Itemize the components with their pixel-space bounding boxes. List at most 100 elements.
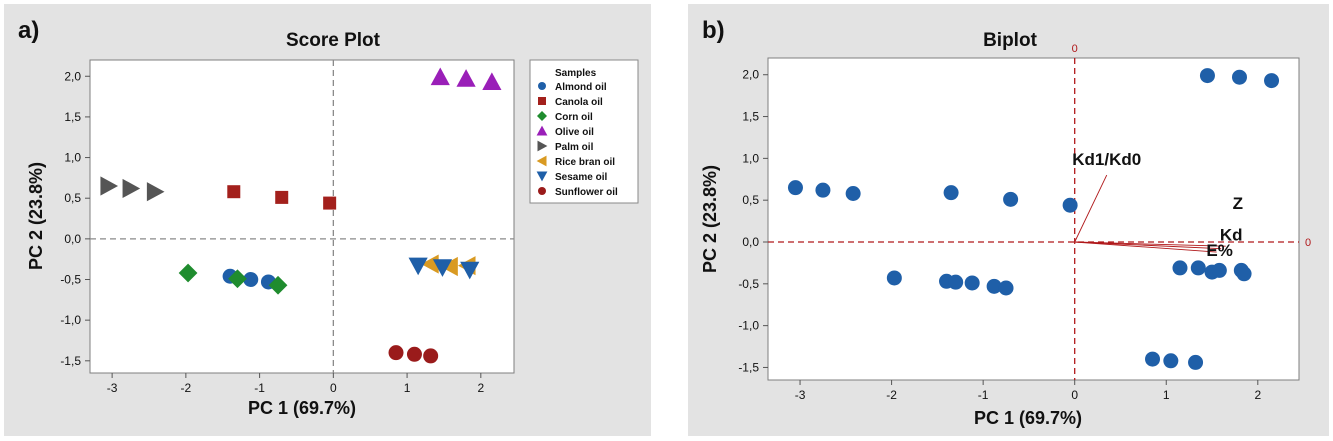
- legend-title: Samples: [555, 68, 597, 79]
- biplot-point: [1145, 351, 1161, 367]
- legend-entry-label: Canola oil: [555, 97, 603, 108]
- biplot-point: [1062, 197, 1078, 213]
- y-tick-label: 1,5: [64, 110, 81, 124]
- biplot-point: [964, 275, 980, 291]
- legend-marker: [537, 111, 547, 121]
- data-point: [482, 72, 502, 90]
- y-tick-label: -1,0: [60, 313, 81, 327]
- y-tick-label: 1,0: [64, 151, 81, 165]
- panel-b-points: [787, 68, 1280, 370]
- legend-entry-label: Sunflower oil: [555, 187, 618, 198]
- y-tick-label: -0,5: [738, 277, 759, 291]
- data-point: [460, 261, 480, 280]
- legend-entry-label: Sesame oil: [555, 172, 607, 183]
- data-point: [227, 185, 241, 199]
- y-tick-label: 0,5: [64, 191, 81, 205]
- data-point: [423, 348, 439, 364]
- y-tick-label: 0,5: [742, 193, 759, 207]
- data-point: [323, 196, 337, 210]
- legend-marker: [538, 97, 546, 105]
- panel-a-x-axis-label: PC 1 (69.7%): [248, 398, 356, 418]
- biplot-point: [845, 185, 861, 201]
- biplot-point: [1199, 68, 1215, 84]
- data-point: [430, 67, 450, 86]
- biplot-point: [815, 182, 831, 198]
- legend-marker: [538, 82, 546, 90]
- y-tick-label: 2,0: [742, 68, 759, 82]
- biplot-point: [1264, 73, 1280, 89]
- loading-label: Kd1/Kd0: [1072, 150, 1141, 169]
- panel-a-title: Score Plot: [286, 30, 381, 51]
- legend-entry-label: Almond oil: [555, 82, 607, 93]
- panel-b-ticks: -3 -2 -1 0 1 2 -1,5 -1,0 -0,5 0,0 0,5 1,0 1,5 2,0: [738, 68, 1261, 402]
- legend-marker: [536, 125, 548, 136]
- x-tick-label: 0: [1071, 388, 1078, 402]
- x-tick-label: 1: [404, 381, 411, 395]
- y-tick-label: 1,5: [742, 110, 759, 124]
- loading-vector: [1074, 241, 1222, 250]
- data-point: [100, 176, 119, 196]
- reference-label-x: 0: [1072, 43, 1078, 55]
- panel-a-y-axis-label: PC 2 (23.8%): [26, 162, 46, 270]
- panel-a-reference-lines: [90, 60, 514, 373]
- panel-a-ticks: -3 -2 -1 0 1 2 -1,5 -1,0 -0,5 0,0 0,5 1,0 1,5 2,0: [60, 69, 484, 395]
- y-tick-label: 1,0: [742, 151, 759, 165]
- biplot-point: [998, 280, 1014, 296]
- loading-label: Kd: [1220, 226, 1243, 245]
- biplot-point: [787, 180, 803, 196]
- y-tick-label: 0,0: [742, 235, 759, 249]
- biplot-point: [986, 278, 1002, 294]
- biplot-point: [943, 185, 959, 201]
- panel-b-reference-lines: 00: [768, 43, 1311, 380]
- legend-items: Almond oil Canola oil Corn oil Olive oil Pal…: [536, 82, 618, 198]
- panel-a-plot-area: [89, 59, 515, 374]
- legend-entry-label: Corn oil: [555, 112, 593, 123]
- data-point: [268, 275, 288, 295]
- biplot-point: [1236, 266, 1252, 282]
- loading-vector: [1074, 241, 1226, 247]
- data-point: [456, 69, 476, 87]
- biplot-point: [1172, 260, 1188, 276]
- y-tick-label: -1,5: [738, 360, 759, 374]
- y-tick-label: -1,0: [738, 319, 759, 333]
- panel-b-x-axis-label: PC 1 (69.7%): [974, 408, 1082, 428]
- x-tick-label: -1: [254, 381, 265, 395]
- data-point: [146, 182, 165, 202]
- loading-vector: [1074, 241, 1217, 253]
- legend-marker: [537, 140, 548, 152]
- legend-marker: [536, 171, 548, 182]
- data-point: [243, 272, 259, 288]
- data-point: [440, 256, 458, 277]
- data-point: [228, 269, 247, 289]
- loading-label: E%: [1206, 241, 1232, 260]
- legend-entry-label: Palm oil: [555, 142, 594, 153]
- x-tick-label: 0: [330, 381, 337, 395]
- biplot-point: [1190, 260, 1206, 276]
- loading-vector: [1074, 174, 1108, 243]
- data-point: [275, 190, 289, 204]
- data-point: [421, 254, 439, 274]
- panel-a-letter: a): [18, 17, 39, 44]
- data-point: [406, 346, 422, 362]
- x-tick-label: 2: [477, 381, 484, 395]
- x-tick-label: 2: [1254, 388, 1261, 402]
- panel-b-y-axis-label: PC 2 (23.8%): [700, 165, 720, 273]
- panel-b-plot-area: [767, 57, 1300, 381]
- y-tick-label: 0,0: [64, 232, 81, 246]
- panel-b-loadings: Kd1/Kd0 Z KdE%: [1072, 150, 1243, 260]
- legend-marker: [536, 155, 547, 167]
- panel-a-points: [100, 67, 502, 364]
- biplot-point: [1231, 69, 1247, 85]
- data-point: [388, 345, 404, 361]
- data-point: [122, 178, 141, 199]
- y-tick-label: 2,0: [64, 69, 81, 83]
- biplot-point: [1188, 354, 1204, 370]
- legend-marker: [538, 187, 546, 195]
- data-point: [408, 257, 428, 276]
- x-tick-label: -2: [181, 381, 192, 395]
- biplot-point: [886, 270, 902, 286]
- loading-label: Z: [1233, 194, 1243, 213]
- legend-entry-label: Olive oil: [555, 127, 594, 138]
- x-tick-label: -3: [107, 381, 118, 395]
